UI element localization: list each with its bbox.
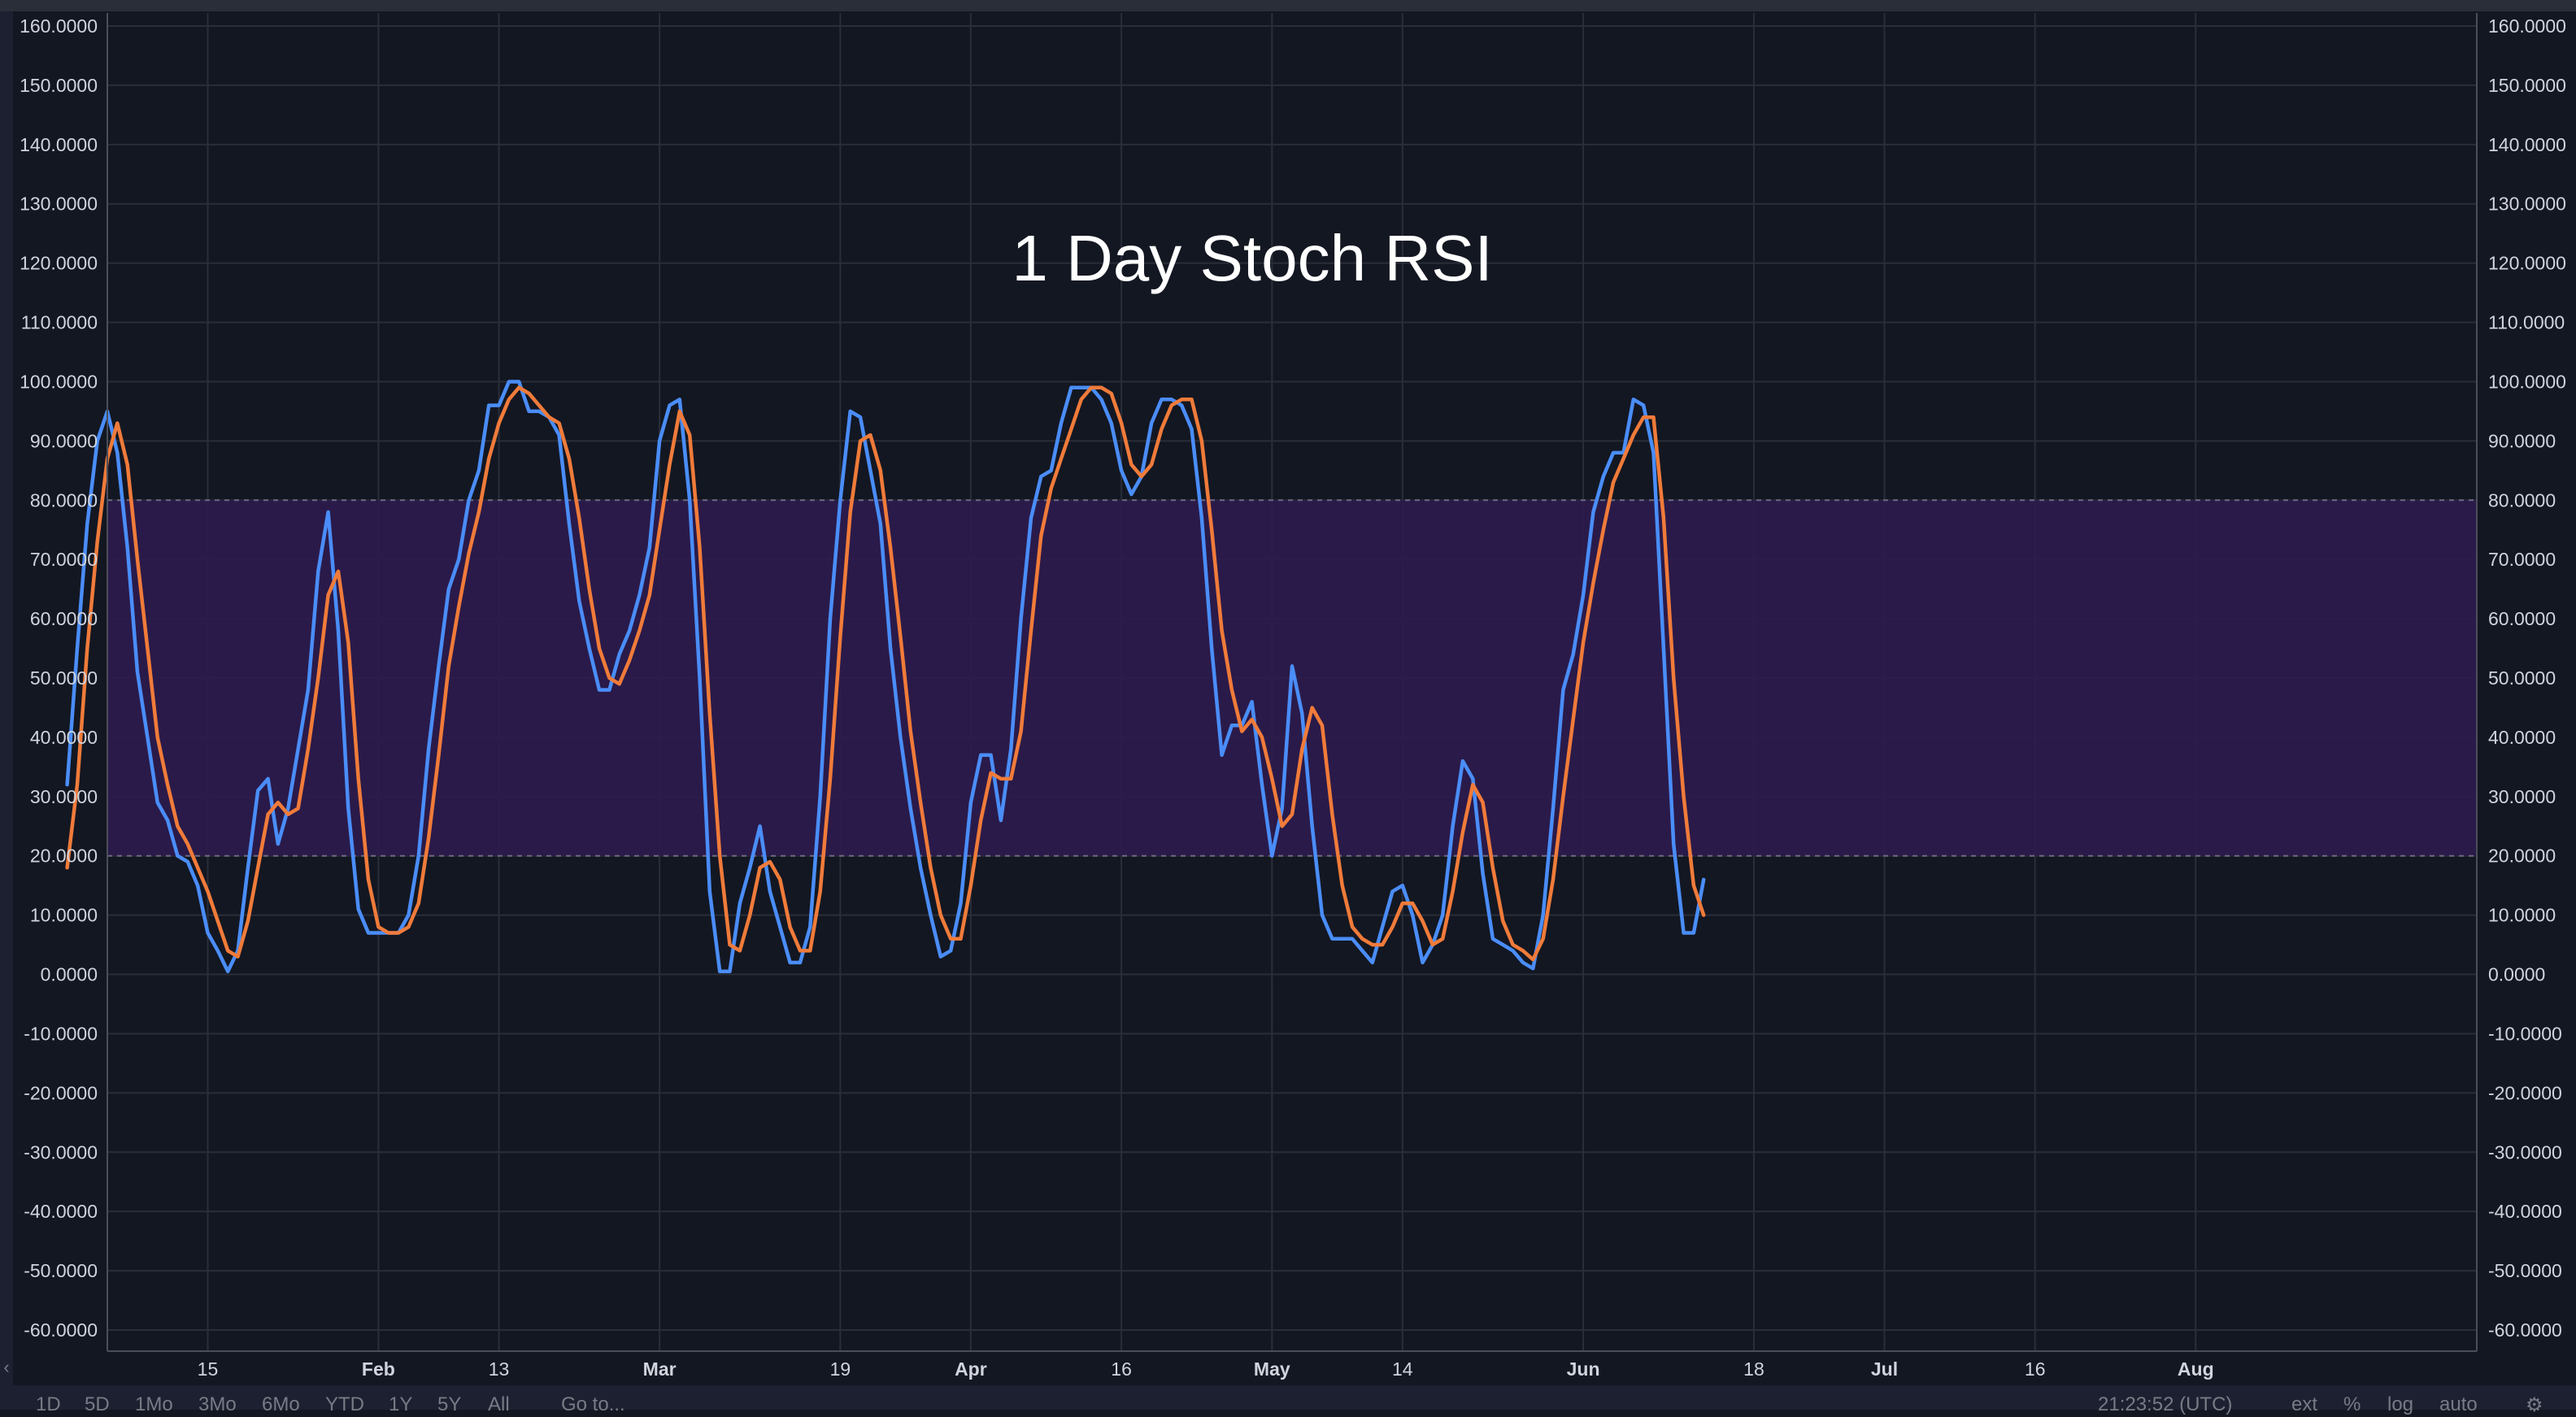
y-tick-label-left: 160.0000	[20, 15, 98, 37]
x-tick-label: 16	[2025, 1358, 2046, 1380]
y-tick-label-right: 10.0000	[2488, 905, 2556, 926]
y-tick-label-right: 150.0000	[2488, 75, 2566, 96]
y-tick-label-right: -40.0000	[2488, 1201, 2562, 1222]
y-tick-label-left: -50.0000	[24, 1260, 98, 1281]
y-tick-label-left: -20.0000	[24, 1082, 98, 1103]
y-tick-label-right: 50.0000	[2488, 667, 2556, 689]
y-tick-label-right: -10.0000	[2488, 1023, 2562, 1044]
y-tick-label-left: 20.0000	[30, 845, 98, 867]
y-tick-label-left: 150.0000	[20, 75, 98, 96]
y-tick-label-right: 100.0000	[2488, 371, 2566, 392]
range-5d-button[interactable]: 5D	[85, 1393, 110, 1415]
clock-time: 21:23:52 (UTC)	[2098, 1393, 2233, 1415]
y-tick-label-left: -10.0000	[24, 1023, 98, 1044]
series-lines	[65, 380, 1706, 974]
x-tick-label: May	[1254, 1358, 1290, 1380]
range-1mo-button[interactable]: 1Mo	[135, 1393, 173, 1415]
x-tick-label: 19	[830, 1358, 851, 1380]
chart-title: 1 Day Stoch RSI	[1012, 222, 1492, 294]
y-tick-label-right: 70.0000	[2488, 549, 2556, 570]
series-line-1	[65, 380, 1706, 974]
x-tick-label: 16	[1111, 1358, 1132, 1380]
range-6mo-button[interactable]: 6Mo	[262, 1393, 300, 1415]
left-panel-strip	[0, 11, 13, 1385]
axes	[107, 13, 2478, 1352]
y-tick-label-right: -20.0000	[2488, 1082, 2562, 1103]
y-tick-label-left: 140.0000	[20, 134, 98, 155]
y-tick-label-left: -60.0000	[24, 1319, 98, 1341]
x-tick-label: Aug	[2178, 1358, 2214, 1380]
series-line-2	[65, 385, 1706, 962]
y-tick-label-right: 60.0000	[2488, 608, 2556, 629]
x-tick-label: Mar	[643, 1358, 677, 1380]
y-tick-label-left: 70.0000	[30, 549, 98, 570]
x-tick-label: Jul	[1871, 1358, 1898, 1380]
range-1y-button[interactable]: 1Y	[389, 1393, 413, 1415]
range-1d-button[interactable]: 1D	[36, 1393, 61, 1415]
y-tick-label-left: 10.0000	[30, 905, 98, 926]
ext-toggle[interactable]: ext	[2291, 1393, 2318, 1415]
range-3mo-button[interactable]: 3Mo	[198, 1393, 237, 1415]
y-tick-label-left: 120.0000	[20, 253, 98, 274]
x-tick-label: 14	[1392, 1358, 1413, 1380]
y-tick-label-left: 30.0000	[30, 786, 98, 807]
y-tick-label-left: 40.0000	[30, 727, 98, 748]
y-tick-label-right: 0.0000	[2488, 964, 2545, 985]
y-tick-label-right: -60.0000	[2488, 1319, 2562, 1341]
y-tick-label-right: 120.0000	[2488, 253, 2566, 274]
y-tick-label-right: -30.0000	[2488, 1141, 2562, 1163]
goto-button[interactable]: Go to...	[561, 1393, 625, 1415]
y-axis-right: 160.0000 150.0000 140.0000 130.0000 120.0000…	[2488, 15, 2566, 1341]
x-tick-label: Jun	[1567, 1358, 1600, 1380]
y-tick-label-right: 160.0000	[2488, 15, 2566, 37]
y-tick-label-left: 130.0000	[20, 193, 98, 215]
x-axis: 15 Feb 13 Mar 19 Apr 16 May 14 Jun 18 Jul 16 Aug	[198, 1358, 2214, 1380]
x-tick-label: 18	[1743, 1358, 1764, 1380]
range-ytd-button[interactable]: YTD	[325, 1393, 364, 1415]
y-tick-label-left: -30.0000	[24, 1141, 98, 1163]
y-tick-label-right: 80.0000	[2488, 489, 2556, 511]
y-tick-label-right: 110.0000	[2488, 312, 2565, 333]
gear-icon[interactable]: ⚙	[2526, 1394, 2543, 1416]
y-tick-label-left: -40.0000	[24, 1201, 98, 1222]
x-tick-label: 13	[489, 1358, 510, 1380]
collapse-panel-icon[interactable]: ‹	[3, 1357, 10, 1377]
y-tick-label-right: 30.0000	[2488, 786, 2556, 807]
y-tick-label-left: 90.0000	[30, 430, 98, 451]
log-toggle[interactable]: log	[2387, 1393, 2414, 1415]
y-tick-label-right: 40.0000	[2488, 727, 2556, 748]
y-tick-label-right: 130.0000	[2488, 193, 2566, 215]
top-toolbar-strip	[0, 0, 2576, 11]
y-tick-label-left: 110.0000	[21, 312, 98, 333]
auto-toggle[interactable]: auto	[2439, 1393, 2478, 1415]
y-tick-label-right: 20.0000	[2488, 845, 2556, 867]
y-tick-label-left: 50.0000	[30, 667, 98, 689]
y-tick-label-left: 0.0000	[41, 964, 98, 985]
percent-toggle[interactable]: %	[2343, 1393, 2361, 1415]
y-tick-label-left: 100.0000	[20, 371, 98, 392]
y-tick-label-right: -50.0000	[2488, 1260, 2562, 1281]
stoch-rsi-chart: 160.0000150.0000140.0000130.0000120.0000…	[20, 13, 2566, 1380]
y-tick-label-left: 80.0000	[30, 489, 98, 511]
x-tick-label: Feb	[362, 1358, 395, 1380]
y-tick-label-right: 90.0000	[2488, 430, 2556, 451]
range-5y-button[interactable]: 5Y	[437, 1393, 462, 1415]
range-all-button[interactable]: All	[488, 1393, 510, 1415]
x-tick-label: Apr	[955, 1358, 987, 1380]
y-tick-label-left: 60.0000	[30, 608, 98, 629]
bottom-toolbar: 1D 5D 1Mo 3Mo 6Mo YTD 1Y 5Y All Go to...…	[0, 1385, 2576, 1416]
x-tick-label: 15	[198, 1358, 219, 1380]
y-axis-left: 160.0000 150.0000 140.0000 130.0000 120.0000…	[20, 15, 98, 1341]
y-tick-label-right: 140.0000	[2488, 134, 2566, 155]
